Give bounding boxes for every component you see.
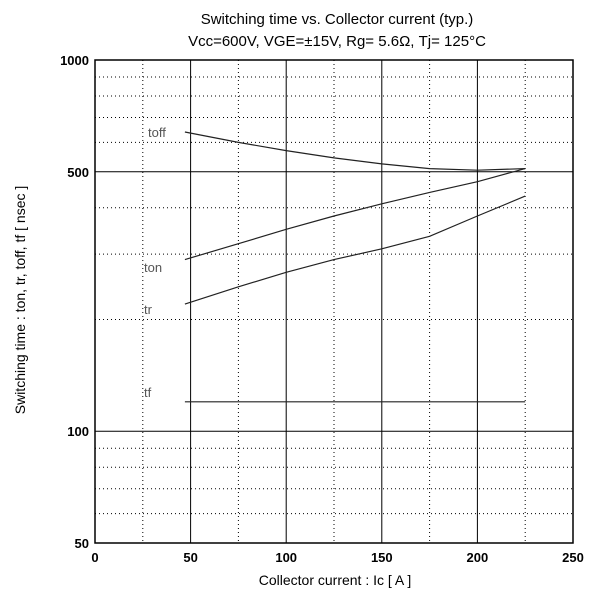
minor-gridlines — [95, 60, 573, 543]
series-line-toff — [184, 131, 526, 171]
y-tick-label: 100 — [67, 424, 89, 439]
series-label-tf: tf — [144, 385, 152, 400]
series-lines — [184, 131, 526, 403]
y-tick-label: 500 — [67, 165, 89, 180]
x-axis-label: Collector current : Ic [ A ] — [259, 572, 412, 588]
series-label-tr: tr — [144, 302, 153, 317]
chart-subtitle: Vcc=600V, VGE=±15V, Rg= 5.6Ω, Tj= 125°C — [188, 33, 486, 50]
x-tick-labels: 0 50 100 150 200 250 — [91, 550, 583, 565]
series-label-ton: ton — [144, 260, 162, 275]
chart-title: Switching time vs. Collector current (ty… — [201, 11, 474, 28]
x-tick-label: 150 — [371, 550, 393, 565]
x-tick-label: 0 — [91, 550, 98, 565]
y-tick-label: 50 — [75, 536, 89, 551]
y-axis-label: Switching time : ton, tr, toff, tf [ nse… — [12, 186, 28, 415]
major-gridlines — [95, 60, 573, 543]
x-tick-label: 250 — [562, 550, 584, 565]
x-tick-label: 50 — [183, 550, 197, 565]
y-tick-label: 1000 — [60, 53, 89, 68]
y-tick-labels: 50 100 500 1000 — [60, 53, 89, 551]
series-line-ton — [184, 168, 526, 261]
x-tick-label: 200 — [467, 550, 489, 565]
x-tick-label: 100 — [275, 550, 297, 565]
plot-frame — [94, 59, 574, 544]
series-line-tr — [184, 195, 526, 305]
series-label-toff: toff — [148, 125, 166, 140]
